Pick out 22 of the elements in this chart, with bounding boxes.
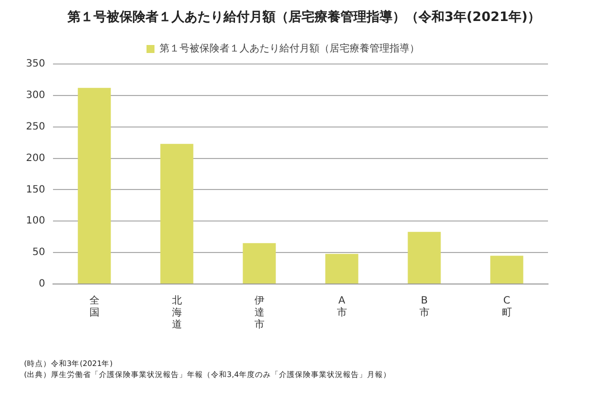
y-tick-label: 250 <box>26 121 46 132</box>
x-tick-label: 伊達市 <box>254 296 264 331</box>
x-tick-label: B市 <box>419 296 430 319</box>
y-tick-label: 100 <box>26 216 46 227</box>
legend-label: 第１号被保険者１人あたり給付月額（居宅療養管理指導） <box>160 42 420 55</box>
bar <box>78 88 111 284</box>
bar <box>490 256 524 284</box>
y-tick-label: 0 <box>38 278 46 290</box>
bar <box>160 144 194 284</box>
bar <box>408 232 441 284</box>
x-tick-label: C町 <box>502 296 512 319</box>
chart-title: 第１号被保険者１人あたり給付月額（居宅療養管理指導）（令和3年(2021年)） <box>66 8 542 26</box>
x-tick-label: A市 <box>336 296 347 319</box>
x-tick-label: 北海道 <box>172 294 182 331</box>
x-tick-label: 全国 <box>89 294 100 319</box>
y-tick-label: 50 <box>32 247 46 258</box>
y-tick-label: 200 <box>26 152 46 164</box>
y-tick-label: 350 <box>26 58 46 70</box>
bar <box>242 243 276 284</box>
y-tick-label: 150 <box>26 184 46 196</box>
y-tick-label: 300 <box>26 90 46 102</box>
bar <box>325 254 358 284</box>
